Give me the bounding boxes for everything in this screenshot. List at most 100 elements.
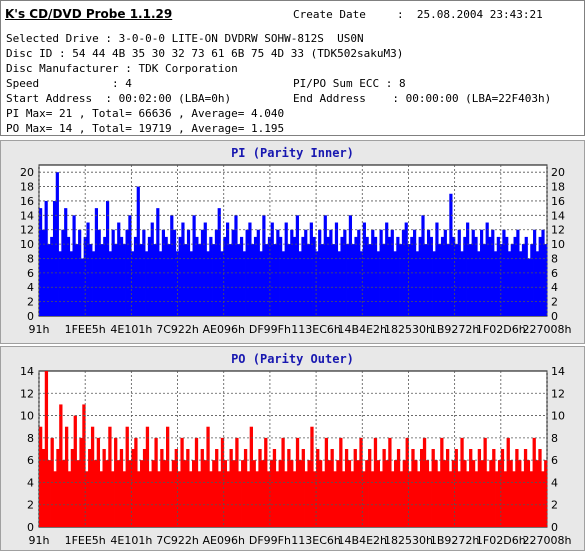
- pi-chart-panel: PI (Parity Inner) 0 0 2 2 4 4 6 6 8 8 10 10 12 12 14 14…: [0, 140, 585, 344]
- y-tick-label-left: 8: [27, 252, 34, 265]
- bar: [67, 471, 72, 527]
- bar: [136, 186, 140, 316]
- bar: [420, 449, 424, 527]
- bar: [139, 244, 143, 316]
- y-tick-label-left: 4: [27, 476, 34, 489]
- y-tick-label-left: 2: [27, 499, 34, 512]
- bar: [258, 449, 262, 527]
- bar: [186, 449, 190, 527]
- bar: [228, 244, 232, 316]
- bar: [434, 460, 438, 527]
- bar: [326, 236, 330, 316]
- bar: [212, 460, 216, 527]
- bar: [541, 471, 545, 527]
- y-tick-label-right: 8: [551, 432, 558, 445]
- bar: [114, 244, 118, 316]
- bar: [505, 236, 509, 316]
- y-tick-label-right: 0: [551, 521, 558, 534]
- bar: [105, 460, 109, 527]
- bar: [59, 404, 63, 527]
- bar: [521, 471, 525, 527]
- bar: [359, 437, 363, 527]
- bar: [424, 244, 428, 316]
- x-tick-label: 1F02D6h: [476, 534, 526, 547]
- bar: [64, 426, 69, 527]
- bar: [399, 244, 403, 316]
- bar: [47, 244, 51, 316]
- bar: [538, 236, 542, 316]
- bar: [544, 460, 548, 527]
- bar: [356, 460, 360, 527]
- x-tick-label: AE096h: [203, 534, 245, 547]
- y-tick-label-right: 4: [551, 281, 558, 294]
- bar: [421, 215, 425, 316]
- bar: [466, 222, 470, 316]
- bar: [61, 229, 65, 316]
- bar: [350, 471, 355, 527]
- bar: [435, 222, 439, 316]
- bar: [72, 215, 76, 316]
- bar: [417, 471, 421, 527]
- bar: [264, 437, 268, 527]
- bar: [365, 236, 369, 316]
- bar: [248, 222, 252, 316]
- pipo-sum-ecc: PI/PO Sum ECC : 8: [293, 77, 406, 90]
- y-tick-label-right: 10: [551, 238, 565, 251]
- bar: [298, 251, 302, 316]
- bar: [180, 437, 184, 527]
- bar: [183, 460, 187, 527]
- bar: [217, 471, 222, 527]
- y-tick-label-left: 8: [27, 432, 34, 445]
- bar: [86, 222, 90, 316]
- x-tick-label: 1F02D6h: [476, 323, 526, 336]
- bar: [318, 460, 323, 527]
- bar: [471, 229, 475, 316]
- bar: [446, 244, 450, 316]
- bar: [391, 471, 395, 527]
- bar: [429, 236, 433, 316]
- bar: [156, 208, 160, 316]
- y-tick-label-left: 18: [20, 181, 34, 194]
- bar: [217, 208, 221, 316]
- bar: [85, 471, 89, 527]
- bar: [125, 426, 129, 527]
- bar: [212, 244, 216, 316]
- bar: [324, 437, 329, 527]
- y-tick-label-right: 20: [551, 166, 565, 179]
- bar: [73, 415, 77, 527]
- info-panel: K's CD/DVD Probe 1.1.29 Create Date : 25…: [0, 0, 585, 136]
- bar: [488, 236, 492, 316]
- bar: [340, 236, 344, 316]
- bar: [428, 471, 432, 527]
- bar: [468, 244, 473, 316]
- bar: [449, 193, 453, 316]
- bar: [168, 471, 173, 527]
- bar: [177, 471, 181, 527]
- bar: [451, 460, 456, 527]
- bar: [279, 236, 283, 316]
- po-chart-title: PO (Parity Outer): [231, 352, 354, 366]
- bar: [290, 460, 294, 527]
- bar: [145, 251, 149, 316]
- bar: [529, 471, 533, 527]
- bar: [463, 236, 467, 316]
- bar: [354, 236, 358, 316]
- bar: [388, 437, 392, 527]
- bar: [253, 236, 258, 316]
- bar: [362, 471, 366, 527]
- bar: [313, 471, 317, 527]
- bar: [337, 251, 341, 316]
- bar: [309, 222, 313, 316]
- x-tick-label: 4E101h: [110, 323, 152, 336]
- bar: [175, 251, 179, 316]
- create-date-value: : 25.08.2004 23:43:21: [397, 8, 543, 21]
- bar: [223, 460, 228, 527]
- bar: [482, 244, 486, 316]
- bar: [252, 460, 256, 527]
- bar: [171, 460, 176, 527]
- bar: [206, 251, 210, 316]
- pi-stats: PI Max= 21 , Total= 66636 , Average= 4.0…: [6, 107, 285, 120]
- bar: [151, 460, 155, 527]
- y-tick-label-right: 2: [551, 499, 558, 512]
- bar: [262, 215, 266, 316]
